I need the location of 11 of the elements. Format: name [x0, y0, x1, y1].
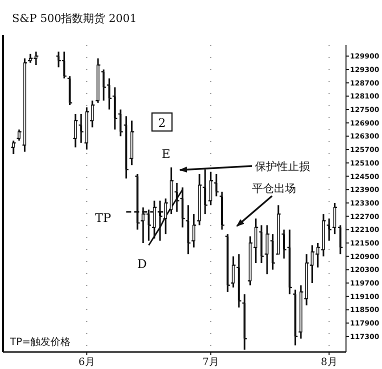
- annotation: 保护性止损: [255, 160, 310, 173]
- chart-title: S&P 500指数期货 2001: [12, 12, 137, 25]
- annotation: D: [137, 257, 147, 271]
- x-tick-label: 7月: [202, 357, 219, 368]
- x-tick-label: 6月: [78, 357, 95, 368]
- annotation: 平仓出场: [252, 182, 296, 195]
- annotation: TP=触发价格: [9, 336, 71, 348]
- annotation: 2: [158, 116, 166, 130]
- annotation: E: [162, 147, 170, 161]
- annotation: TP: [95, 211, 112, 225]
- x-tick-label: 8月: [320, 357, 338, 368]
